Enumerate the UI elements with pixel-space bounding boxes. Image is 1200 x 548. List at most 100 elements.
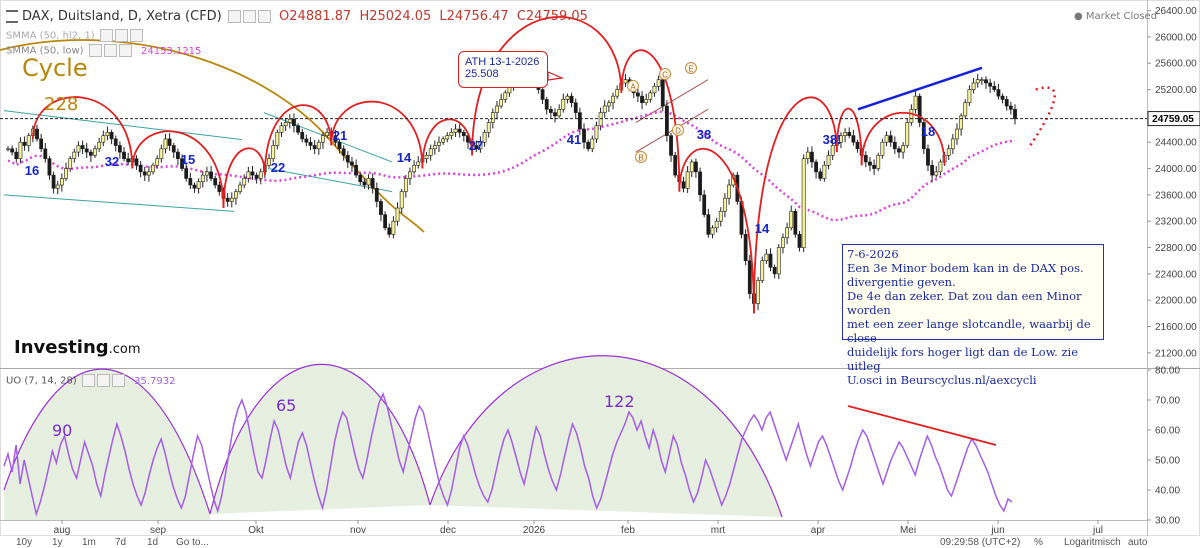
wave-letter: E: [688, 64, 693, 73]
wave-letter-circle: [685, 62, 697, 74]
price-axis: 21200.00 21600.00 22000.00 22400.00 22800.00…: [1147, 6, 1197, 359]
candle: [863, 155, 868, 163]
candle: [640, 95, 644, 104]
indicator2-hide-icon[interactable]: [103, 44, 117, 57]
range-10y[interactable]: 10y: [16, 537, 33, 548]
projection-arc: [1026, 86, 1056, 150]
minor-cycle-arc: [31, 96, 134, 169]
candle: [461, 132, 466, 136]
candle: [892, 141, 897, 150]
candle: [6, 148, 10, 151]
candle: [192, 184, 197, 189]
percent-toggle[interactable]: %: [1034, 537, 1043, 548]
candle: [959, 115, 964, 130]
open-value: O24881.87: [279, 9, 352, 24]
candle: [457, 128, 462, 133]
candle: [689, 161, 694, 173]
candle: [967, 89, 972, 104]
uo-cycle-arc: [209, 363, 431, 515]
candle: [818, 171, 823, 179]
time-tick-label: feb: [621, 525, 635, 536]
indicator-close-icon[interactable]: [129, 29, 143, 42]
candle: [801, 158, 806, 248]
candle: [1013, 109, 1017, 119]
candle: [97, 141, 102, 150]
range-1y[interactable]: 1y: [52, 537, 63, 548]
candle: [727, 184, 731, 199]
uo-cycle-arc: [429, 355, 783, 518]
uo-tick-label: 70.00: [1155, 396, 1180, 407]
go-to-button[interactable]: Go to...: [176, 537, 209, 548]
candle: [80, 145, 85, 150]
candle: [938, 161, 943, 173]
candle: [830, 145, 835, 156]
hide-icon[interactable]: [242, 10, 256, 23]
candle: [68, 158, 73, 169]
candle: [84, 148, 89, 153]
candle: [308, 141, 313, 146]
candle: [14, 151, 19, 159]
indicator-settings-icon[interactable]: [99, 29, 113, 42]
time-tick-label: 2026: [523, 525, 546, 536]
candle: [22, 141, 27, 146]
uo-title-row[interactable]: UO (7, 14, 28) 35.7932: [6, 374, 175, 387]
wave-letter-circle: [627, 80, 639, 92]
log-toggle[interactable]: Logaritmisch: [1064, 537, 1121, 548]
candle: [872, 164, 877, 169]
cycle-count-label: 18: [921, 124, 935, 139]
menu-icon[interactable]: [6, 10, 18, 23]
chart-title: DAX, Duitsland, D, Xetra (CFD): [22, 9, 222, 24]
indicator-hide-icon[interactable]: [114, 29, 128, 42]
last-price-label: 24759.05: [1152, 114, 1194, 125]
candle: [350, 161, 354, 166]
candle: [743, 234, 748, 261]
uo-settings-icon[interactable]: [81, 374, 95, 387]
time-tick-label: jun: [990, 525, 1004, 536]
candle: [478, 141, 483, 150]
uo-tick-label: 50.00: [1155, 456, 1180, 467]
candle: [428, 148, 433, 156]
candle: [35, 128, 39, 140]
uo-pane: [3, 355, 1013, 520]
candle: [163, 138, 168, 150]
indicator-smma-low[interactable]: SMMA (50, low) 24153.1215: [6, 44, 201, 57]
indicator2-close-icon[interactable]: [118, 44, 132, 57]
candle: [544, 99, 549, 110]
ath-pointer: [547, 71, 565, 81]
close-icon[interactable]: [257, 10, 271, 23]
cycle-count-label: 21: [333, 128, 347, 143]
chart-title-row: DAX, Duitsland, D, Xetra (CFD) O24881.87…: [6, 9, 588, 24]
candle: [155, 158, 160, 166]
candle: [453, 128, 458, 133]
candle: [113, 138, 118, 146]
candle: [167, 138, 172, 146]
auto-toggle[interactable]: auto: [1128, 537, 1148, 548]
candle: [146, 171, 151, 176]
cycle-count-label: 15: [181, 152, 195, 167]
market-status-label: Market Closed: [1085, 11, 1158, 22]
uo-hide-icon[interactable]: [96, 374, 110, 387]
candle: [283, 122, 288, 127]
candle: [279, 125, 284, 133]
uo-close-icon[interactable]: [111, 374, 125, 387]
candle: [234, 191, 238, 199]
indicator-smma-hl2[interactable]: SMMA (50, hl2, 1): [6, 29, 143, 42]
range-1m[interactable]: 1m: [82, 537, 96, 548]
range-7d[interactable]: 7d: [115, 537, 127, 548]
candle: [362, 181, 367, 186]
cycle-count-label: 27: [469, 138, 483, 153]
settings-icon[interactable]: [227, 10, 241, 23]
candle: [217, 184, 222, 192]
candle: [59, 178, 64, 186]
ath-callout: ATH 13-1-2026 25.508: [458, 51, 548, 88]
candle: [337, 141, 342, 150]
candle: [577, 112, 582, 130]
candle: [490, 112, 495, 123]
range-1d[interactable]: 1d: [147, 537, 159, 548]
candle: [1000, 95, 1005, 100]
uo-cycle-arc: [3, 368, 211, 515]
cycle-count-label: 41: [567, 132, 581, 147]
candle: [184, 168, 189, 179]
indicator2-settings-icon[interactable]: [88, 44, 102, 57]
